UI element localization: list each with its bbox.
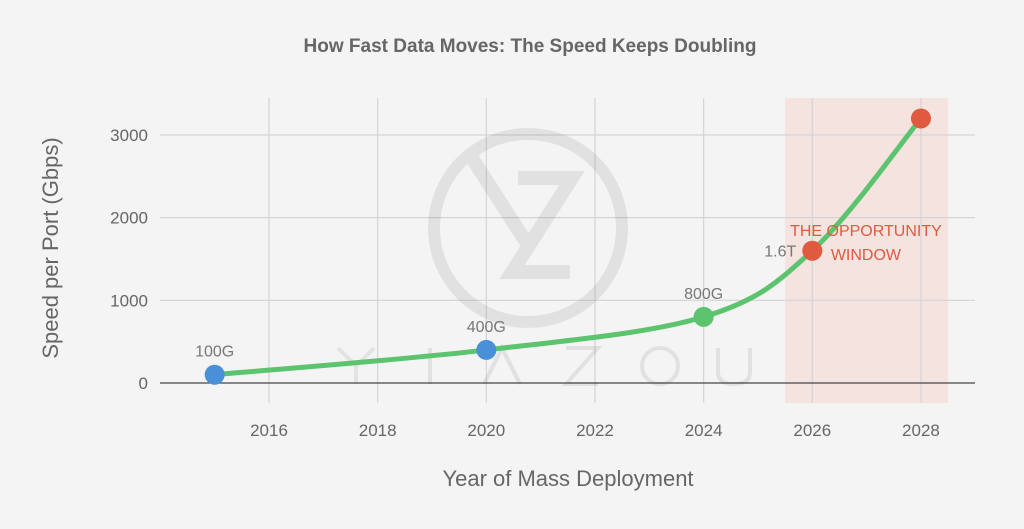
data-point: [204, 364, 225, 385]
x-tick-label: 2016: [250, 421, 288, 440]
y-axis-label: Speed per Port (Gbps): [38, 137, 63, 358]
y-tick-label: 2000: [110, 209, 148, 228]
series-line: [212, 115, 924, 378]
data-point: [693, 306, 714, 327]
data-label: 1.6T: [764, 244, 796, 261]
data-label: 800G: [684, 286, 723, 303]
chart-title: How Fast Data Moves: The Speed Keeps Dou…: [304, 36, 757, 57]
data-point: [802, 240, 823, 261]
x-tick-label: 2024: [685, 421, 723, 440]
data-point: [476, 339, 497, 360]
watermark-logo: [336, 128, 752, 387]
y-tick-label: 1000: [110, 291, 148, 310]
data-label: 100G: [195, 344, 234, 361]
annotation-line-2: WINDOW: [831, 247, 902, 264]
x-tick-label: 2020: [467, 421, 505, 440]
x-tick-label: 2026: [793, 421, 831, 440]
x-axis-label: Year of Mass Deployment: [442, 466, 693, 491]
y-tick-label: 0: [139, 374, 148, 393]
x-tick-label: 2022: [576, 421, 614, 440]
data-label: 400G: [467, 319, 506, 336]
data-point: [910, 108, 931, 129]
x-tick-label: 2028: [902, 421, 940, 440]
y-tick-label: 3000: [110, 126, 148, 145]
x-tick-label: 2018: [359, 421, 397, 440]
annotation-line-1: THE OPPORTUNITY: [790, 223, 942, 240]
